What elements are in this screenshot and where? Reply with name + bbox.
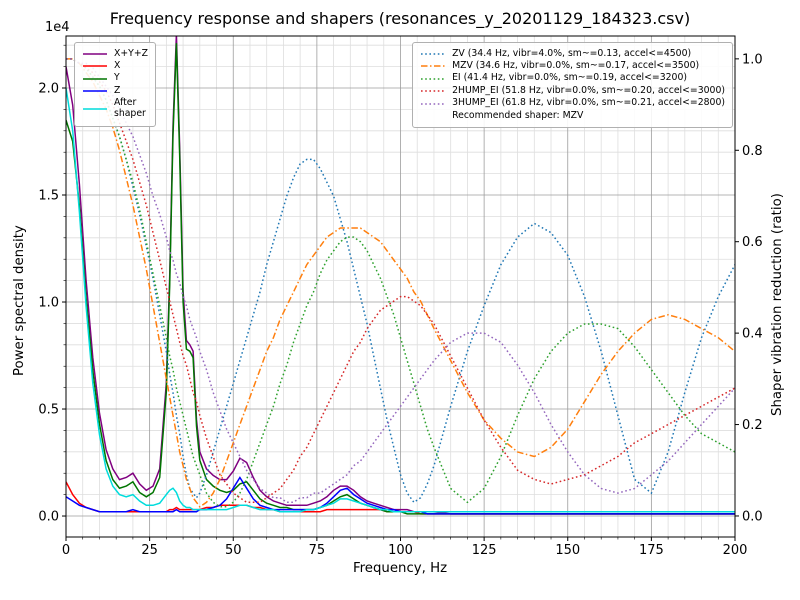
- series-lines: [66, 36, 735, 515]
- legend-line-swatch: [421, 90, 446, 93]
- legend-psd: X+Y+Z X Y Z After shaper: [74, 42, 156, 127]
- legend-item: ZV (34.4 Hz, vibr=4.0%, sm~=0.13, accel<…: [420, 47, 725, 60]
- legend-line-swatch: [83, 108, 107, 111]
- legend-item-label: X+Y+Z: [114, 47, 148, 59]
- y-left-tick-label: 2.0: [38, 82, 59, 97]
- legend-line-swatch: [83, 90, 107, 93]
- series-line-shaper_ei: [66, 58, 735, 508]
- legend-item: Recommended shaper: MZV: [420, 109, 725, 122]
- legend-item-label: Y: [114, 72, 120, 84]
- legend-item: X+Y+Z: [82, 47, 148, 60]
- y-right-tick-label: 0.4: [742, 327, 763, 342]
- legend-item-label: 3HUMP_EI (61.8 Hz, vibr=0.0%, sm~=0.21, …: [452, 97, 725, 109]
- legend-blank-swatch: [420, 111, 446, 121]
- legend-item-label: Recommended shaper: MZV: [452, 109, 584, 121]
- series-line-psd_after_shaper: [66, 87, 735, 513]
- legend-line-swatch: [83, 78, 107, 80]
- legend-item-label: EI (41.4 Hz, vibr=0.0%, sm~=0.19, accel<…: [452, 72, 688, 84]
- series-line-shaper_2hump_ei: [66, 58, 735, 504]
- legend-item: MZV (34.6 Hz, vibr=0.0%, sm~=0.17, accel…: [420, 59, 725, 72]
- y-right-tick-label: 0.6: [742, 235, 763, 250]
- y-right-tick-label: 0.0: [742, 509, 763, 524]
- x-tick-label: 25: [141, 543, 158, 558]
- legend-item-label: After shaper: [114, 97, 146, 120]
- legend-line-swatch: [421, 65, 446, 68]
- legend-line-swatch: [421, 103, 446, 105]
- legend-item-label: ZV (34.4 Hz, vibr=4.0%, sm~=0.13, accel<…: [452, 47, 692, 59]
- legend-item-label: 2HUMP_EI (51.8 Hz, vibr=0.0%, sm~=0.20, …: [452, 84, 725, 96]
- legend-shapers: ZV (34.4 Hz, vibr=4.0%, sm~=0.13, accel<…: [412, 42, 733, 129]
- legend-item-label: MZV (34.6 Hz, vibr=0.0%, sm~=0.17, accel…: [452, 59, 700, 71]
- legend-line-swatch: [421, 78, 446, 80]
- legend-item: X: [82, 59, 148, 72]
- x-tick-label: 0: [62, 543, 70, 558]
- legend-item: 3HUMP_EI (61.8 Hz, vibr=0.0%, sm~=0.21, …: [420, 97, 725, 109]
- legend-item: EI (41.4 Hz, vibr=0.0%, sm~=0.19, accel<…: [420, 72, 725, 84]
- legend-line-swatch: [83, 65, 107, 68]
- y-right-tick-label: 0.2: [742, 418, 763, 433]
- chart-title: Frequency response and shapers (resonanc…: [109, 9, 691, 28]
- legend-line-swatch: [83, 53, 107, 55]
- x-axis-label: Frequency, Hz: [352, 561, 448, 576]
- y-right-tick-label: 1.0: [742, 52, 763, 67]
- legend-item: After shaper: [82, 97, 148, 120]
- x-tick-label: 75: [309, 543, 326, 558]
- y-left-tick-label: 0.0: [38, 510, 59, 525]
- x-tick-label: 175: [639, 543, 664, 558]
- tick-labels: 0 25 50 75 100 125 150 175 200 0.0 0.5 1.0 1.5 2.0 0.0…: [38, 52, 762, 558]
- y-left-tick-label: 1.5: [38, 189, 59, 204]
- y-left-tick-label: 1.0: [38, 296, 59, 311]
- legend-line-swatch: [421, 53, 446, 55]
- x-tick-label: 125: [472, 543, 497, 558]
- legend-item: 2HUMP_EI (51.8 Hz, vibr=0.0%, sm~=0.20, …: [420, 84, 725, 97]
- x-tick-label: 50: [225, 543, 242, 558]
- y-right-tick-label: 0.8: [742, 144, 763, 159]
- y-axis-offset-text: 1e4: [45, 20, 70, 35]
- series-line-shaper_3hump_ei: [66, 58, 735, 504]
- legend-item: Z: [82, 84, 148, 97]
- legend-item-label: Z: [114, 84, 121, 96]
- axes-frame: [62, 35, 739, 541]
- legend-item-label: X: [114, 59, 121, 71]
- series-line-psd_z: [66, 476, 735, 515]
- legend-item: Y: [82, 72, 148, 84]
- x-tick-label: 200: [723, 543, 748, 558]
- y-left-tick-label: 0.5: [38, 403, 59, 418]
- x-tick-label: 100: [388, 543, 413, 558]
- x-tick-label: 150: [555, 543, 580, 558]
- series-line-shaper_mzv: [66, 58, 735, 508]
